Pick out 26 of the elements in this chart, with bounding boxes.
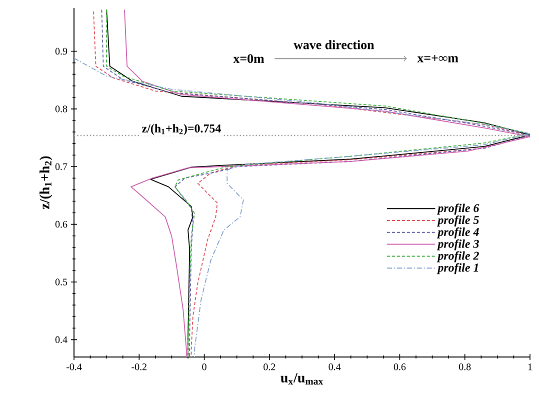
y-tick-label: 0.5 — [55, 278, 68, 286]
y-tick-label: 0.8 — [55, 106, 68, 112]
x-tick-label: 0.2 — [264, 364, 276, 370]
x-tick-label: 1 — [528, 364, 532, 370]
y-axis-title: z/(h$_{1}$+h$_{2}$) — [40, 156, 52, 210]
legend-label: profile 4 — [436, 227, 479, 238]
ref-line-label: z/(h$_{1}$+h$_{2}$)=0.754 — [142, 124, 221, 135]
y-tick-label: 0.4 — [55, 336, 68, 344]
x-axis-title: u$_{x}$/u$_{max}$ — [280, 373, 324, 385]
annotation: wave direction — [294, 40, 374, 50]
annotation: x=+∞m — [417, 54, 458, 62]
y-tick-label: 0.9 — [55, 48, 68, 55]
annotation: x=0m — [233, 54, 264, 63]
legend-label: profile 3 — [436, 239, 479, 250]
legend-label: profile 5 — [436, 216, 479, 226]
x-tick-label: 0 — [202, 364, 206, 370]
y-tick-label: 0.6 — [55, 220, 68, 228]
x-tick-label: 0.4 — [328, 364, 341, 370]
legend-label: profile 6 — [436, 204, 480, 215]
x-tick-label: -0.4 — [66, 364, 82, 370]
x-tick-label: -0.2 — [132, 364, 146, 370]
y-tick-label: 0.7 — [55, 163, 68, 170]
legend-label: profile 2 — [436, 251, 479, 262]
x-tick-label: 0.6 — [394, 364, 406, 370]
x-tick-label: 0.8 — [459, 364, 471, 370]
legend-label: profile 1 — [436, 263, 478, 274]
